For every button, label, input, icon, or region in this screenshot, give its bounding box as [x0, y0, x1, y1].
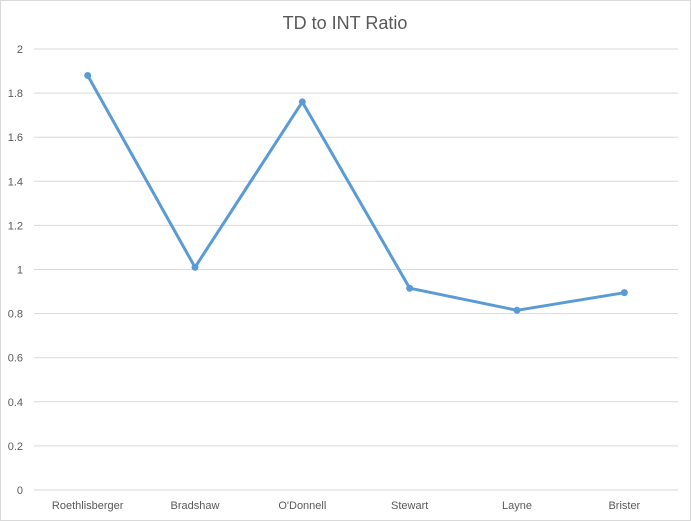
chart-title: TD to INT Ratio — [283, 13, 408, 33]
y-tick-label: 0.4 — [8, 397, 23, 409]
y-tick-label: 0.2 — [8, 441, 23, 453]
data-point — [191, 263, 199, 271]
x-tick-label: O'Donnell — [278, 500, 326, 512]
gridlines — [34, 48, 678, 491]
y-axis-ticks: 0 0.2 0.4 0.6 0.8 1 1.2 1.4 1.6 1.8 2 — [8, 44, 23, 497]
y-tick-label: 1.4 — [8, 176, 23, 188]
series-line — [86, 74, 626, 312]
data-point — [513, 306, 521, 314]
x-tick-label: Roethlisberger — [52, 500, 124, 512]
x-tick-label: Bradshaw — [171, 500, 220, 512]
y-tick-label: 0 — [17, 485, 23, 497]
y-tick-label: 0.8 — [8, 309, 23, 321]
x-tick-label: Stewart — [391, 500, 428, 512]
x-tick-label: Layne — [502, 500, 532, 512]
x-tick-label: Brister — [608, 500, 640, 512]
y-tick-label: 1.8 — [8, 88, 23, 100]
data-point — [84, 71, 92, 79]
data-point — [620, 289, 628, 297]
data-point — [298, 98, 306, 106]
y-tick-label: 1.6 — [8, 132, 23, 144]
y-tick-label: 2 — [17, 44, 23, 56]
y-tick-label: 1.2 — [8, 220, 23, 232]
x-axis-ticks: Roethlisberger Bradshaw O'Donnell Stewart La… — [52, 500, 641, 512]
y-tick-label: 0.6 — [8, 353, 23, 365]
data-point — [406, 284, 414, 292]
y-tick-label: 1 — [17, 265, 23, 277]
data-points — [84, 71, 628, 314]
